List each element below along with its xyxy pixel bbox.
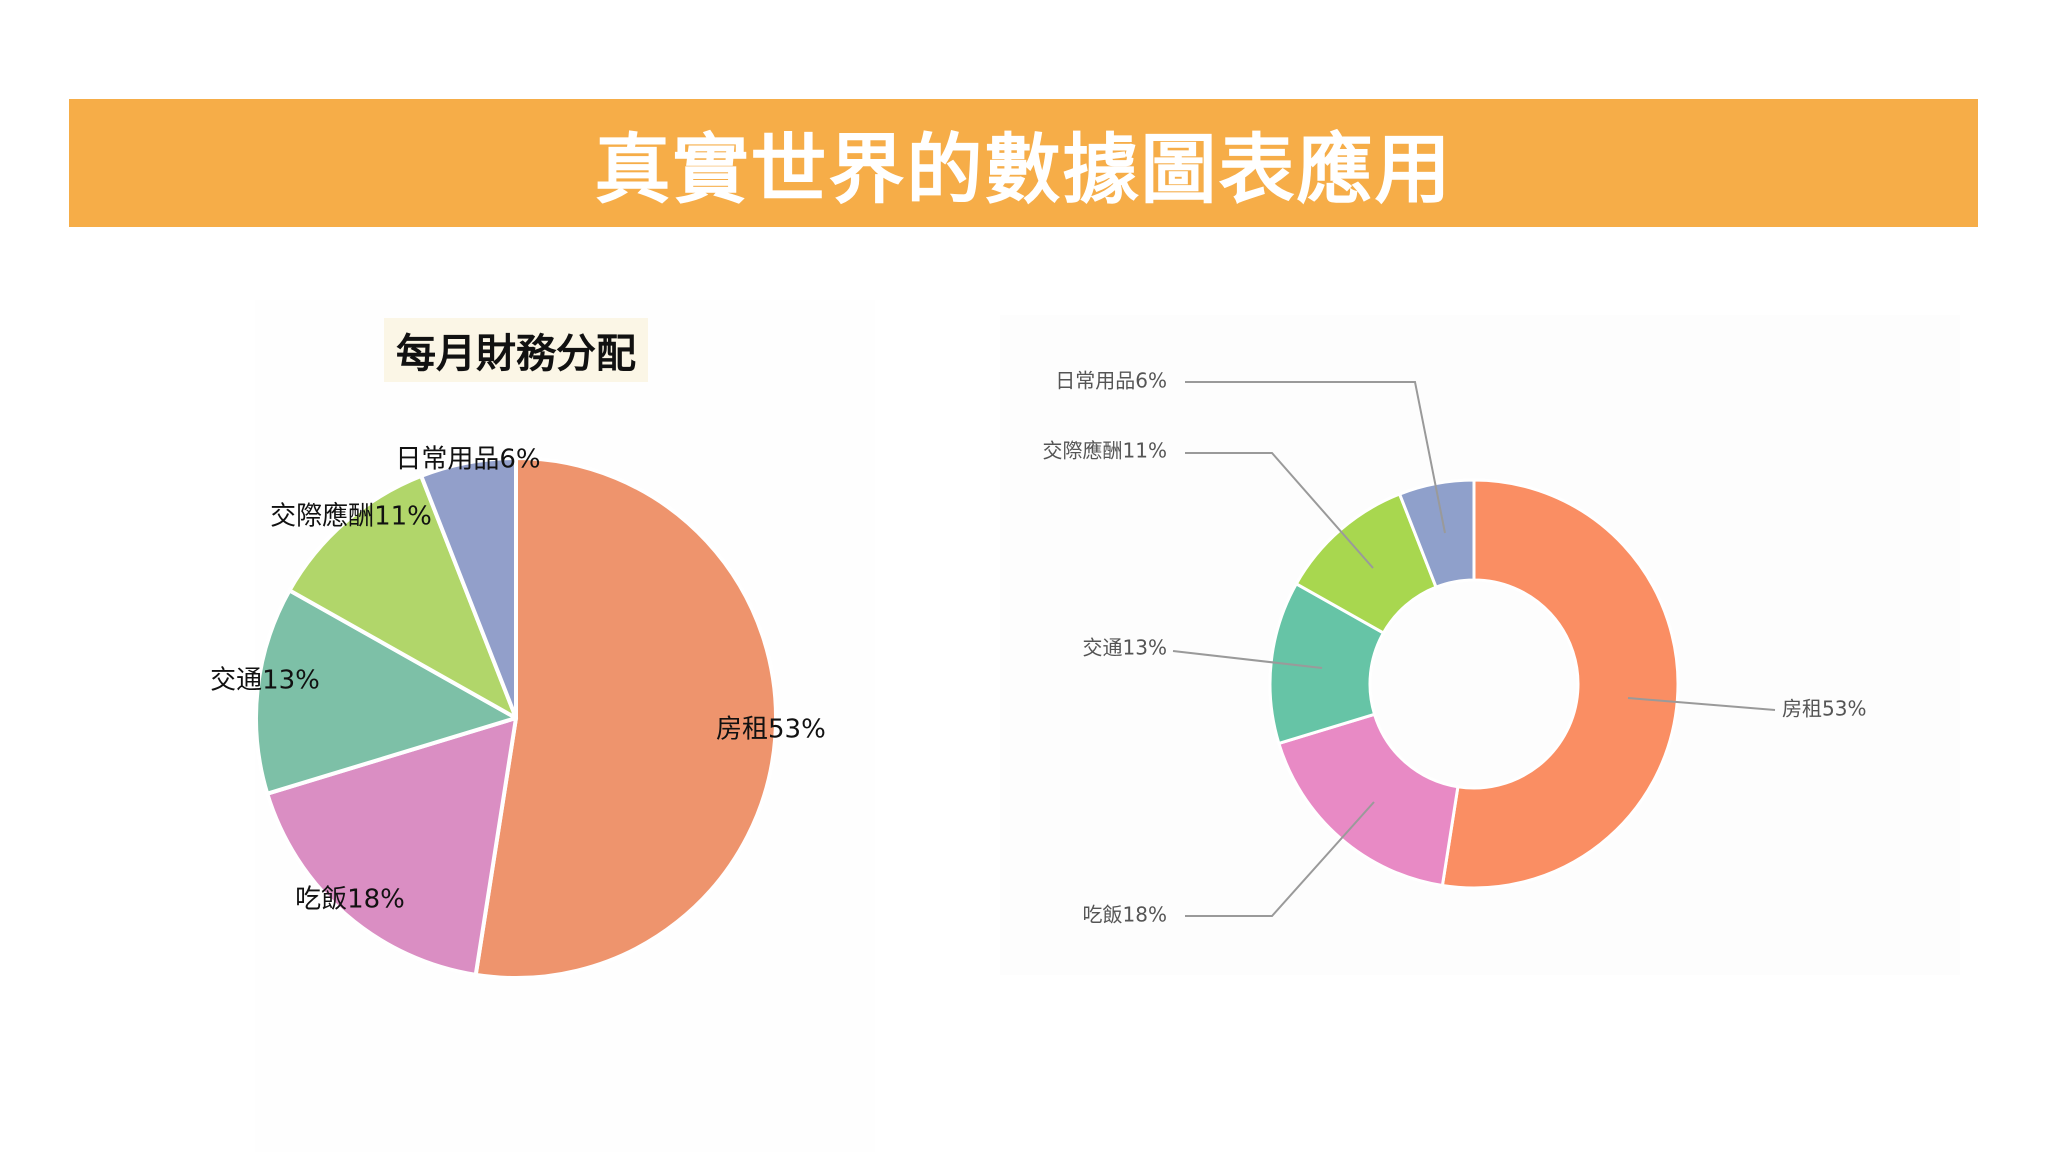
donut-leader-line xyxy=(1185,801,1375,917)
donut-slice-吃飯 xyxy=(1277,712,1460,888)
donut-label: 日常用品6% xyxy=(1055,369,1167,393)
donut-label: 交通13% xyxy=(1083,636,1167,660)
pie-chart: 房租53% 吃飯18% 交通13% 交際應酬11% 日常用品6% xyxy=(210,445,826,980)
pie-label: 交際應酬11% xyxy=(270,502,432,532)
donut-label: 吃飯18% xyxy=(1083,903,1167,927)
donut-leader-line xyxy=(1172,650,1323,669)
donut-slice-日常用品 xyxy=(1398,478,1476,589)
pie-slice-房租 xyxy=(473,456,778,980)
pie-label: 日常用品6% xyxy=(395,445,540,475)
pie-label: 房租53% xyxy=(716,715,826,745)
donut-leader-line xyxy=(1185,381,1446,534)
donut-label: 房租53% xyxy=(1782,697,1866,721)
pie-label: 吃飯18% xyxy=(295,885,405,915)
pie-slice-日常用品 xyxy=(419,456,518,720)
donut-leader-line xyxy=(1627,697,1776,711)
donut-chart: 房租53% 吃飯18% 交通13% 交際應酬11% 日常用品6% xyxy=(1043,369,1867,927)
donut-label: 交際應酬11% xyxy=(1043,439,1167,463)
page-title: 真實世界的數據圖表應用 xyxy=(594,125,1453,214)
donut-leader-line xyxy=(1185,452,1374,569)
pie-chart-title: 每月財務分配 xyxy=(384,318,648,382)
pie-slice-吃飯 xyxy=(265,716,518,977)
pie-label: 交通13% xyxy=(210,666,320,696)
pie-slice-交際應酬 xyxy=(287,473,518,720)
donut-slice-房租 xyxy=(1440,478,1680,890)
title-banner: 真實世界的數據圖表應用 xyxy=(69,99,1978,227)
pie-slice-交通 xyxy=(254,588,518,796)
